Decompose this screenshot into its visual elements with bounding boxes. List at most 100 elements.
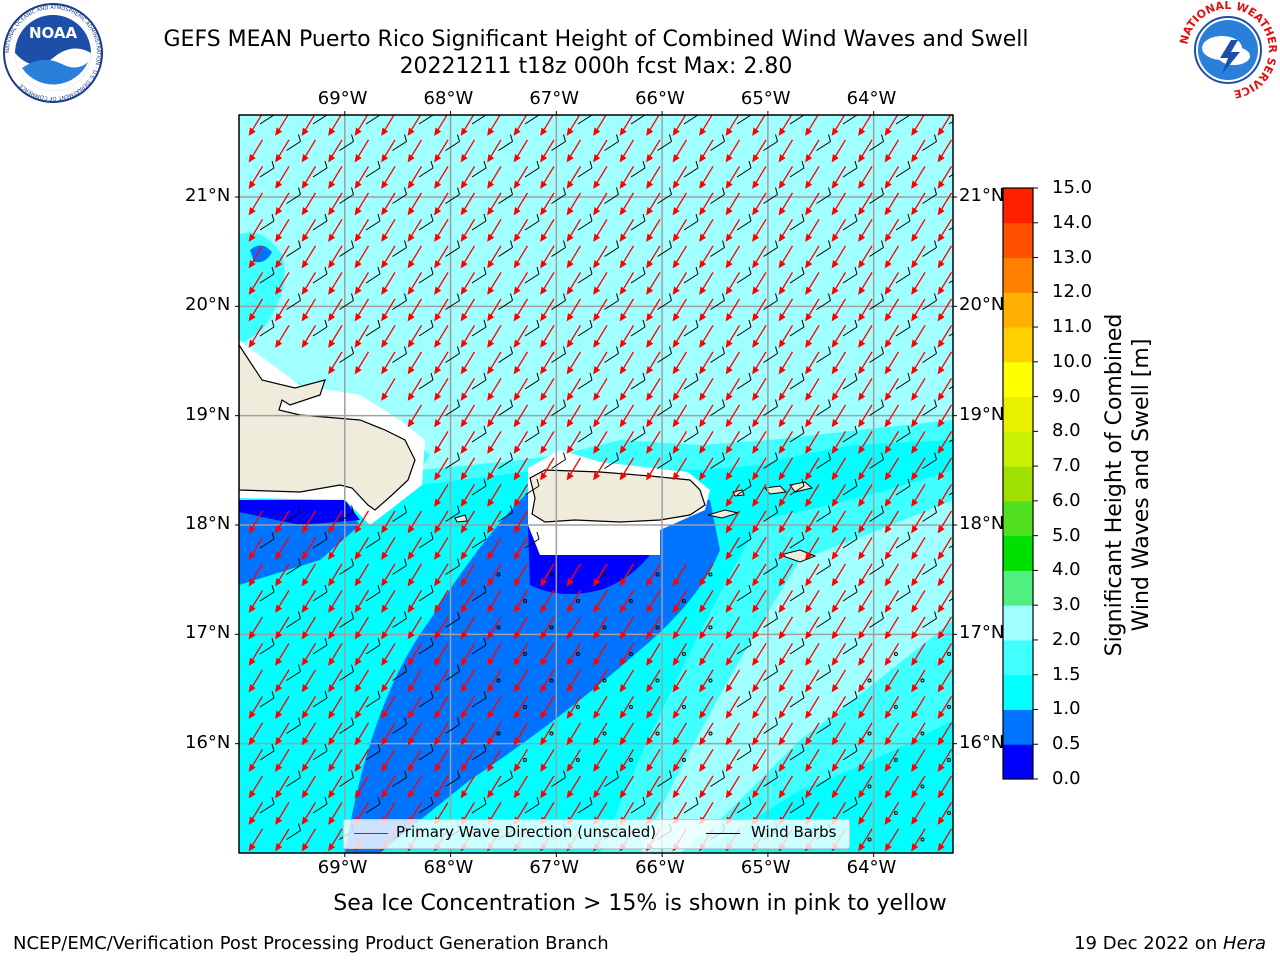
wave-direction-arrowhead: [275, 842, 283, 852]
wave-direction-arrowhead: [407, 339, 415, 348]
wave-direction-arrowhead: [354, 657, 362, 666]
wave-direction-arrowhead: [805, 312, 813, 322]
wave-direction-arrowhead: [301, 339, 309, 348]
wind-barb: [816, 399, 831, 416]
wave-direction-arrowhead: [805, 206, 813, 216]
wind-barb: [577, 266, 593, 284]
wave-direction-arrowhead: [752, 604, 760, 613]
wind-barb: [920, 784, 925, 789]
wind-barb: [630, 796, 646, 814]
wave-direction-arrowhead: [593, 604, 601, 613]
wave-direction-arrowhead: [460, 153, 468, 163]
wave-direction-arrowhead: [831, 789, 839, 799]
wave-direction-arrowhead: [805, 471, 813, 481]
colorbar-segment: [1003, 605, 1033, 641]
wave-direction-arrowhead: [752, 683, 760, 693]
wind-barb: [259, 584, 275, 602]
wind-barb: [763, 611, 778, 628]
wave-direction-arrowhead: [487, 630, 495, 640]
wave-direction-arrowhead: [566, 577, 574, 587]
wind-barb: [339, 240, 354, 257]
wave-direction-arrowhead: [831, 577, 839, 587]
wave-direction-arrowhead: [858, 630, 866, 640]
wave-direction-arrowhead: [513, 551, 521, 560]
wave-direction-arrowhead: [566, 710, 574, 719]
wave-direction-arrowhead: [646, 577, 654, 587]
wind-barb: [549, 678, 554, 683]
wave-direction-arrowhead: [301, 551, 309, 560]
wind-barb: [392, 611, 407, 628]
wind-barb: [763, 452, 778, 469]
wave-direction-arrowhead: [487, 604, 495, 613]
wind-barb: [551, 134, 566, 151]
wave-direction-arrowhead: [937, 577, 945, 587]
wave-direction-arrowhead: [275, 286, 283, 295]
wind-barb: [445, 399, 460, 416]
wind-barb: [604, 240, 619, 257]
wave-direction-arrowhead: [540, 127, 548, 136]
lon-tick-label: 67°W: [529, 857, 580, 878]
wave-direction-arrowhead: [699, 471, 707, 481]
wave-direction-arrowhead: [460, 286, 468, 295]
wave-direction-arrowhead: [672, 127, 680, 136]
wind-barb: [842, 160, 858, 178]
wave-direction-arrowhead: [672, 286, 680, 295]
wave-direction-arrowhead: [275, 630, 283, 640]
wind-barb: [549, 572, 554, 577]
wave-direction-arrowhead: [911, 153, 919, 163]
wave-direction-arrowhead: [858, 286, 866, 295]
wind-barb: [551, 187, 566, 204]
wave-direction-arrowhead: [937, 286, 945, 295]
wave-direction-arrowhead: [354, 153, 362, 163]
wind-barb: [842, 425, 858, 443]
host-name: Hera: [1222, 933, 1266, 954]
colorbar: [1002, 187, 1038, 780]
wave-direction-arrowhead: [301, 604, 309, 613]
wave-direction-arrowhead: [540, 206, 548, 216]
wind-barb: [602, 678, 607, 683]
colorbar-tick-label: 2.0: [1052, 628, 1081, 650]
wave-direction-arrowhead: [725, 259, 733, 269]
wind-barb: [496, 731, 501, 736]
wave-direction-arrowhead: [884, 842, 892, 852]
wave-direction-arrowhead: [937, 657, 945, 666]
wave-direction-arrowhead: [434, 127, 442, 136]
wave-direction-arrowhead: [619, 206, 627, 216]
wave-direction-arrowhead: [275, 524, 283, 534]
wind-barb: [445, 717, 460, 734]
wave-direction-arrowhead: [540, 577, 548, 587]
wave-direction-arrowhead: [540, 392, 548, 401]
wave-direction-arrowhead: [381, 365, 389, 375]
wave-direction-arrowhead: [752, 498, 760, 507]
wave-direction-arrowhead: [487, 180, 495, 189]
wave-direction-arrowhead: [937, 127, 945, 136]
wind-barb: [339, 505, 354, 522]
wave-direction-arrowhead: [434, 180, 442, 189]
wind-barb: [816, 717, 831, 734]
wind-barb: [763, 717, 778, 734]
wave-direction-arrowhead: [805, 180, 813, 189]
wind-barb: [736, 213, 752, 231]
wave-direction-arrowhead: [540, 365, 548, 375]
wind-barb: [736, 796, 752, 814]
wave-direction-arrowhead: [884, 233, 892, 242]
wind-barb: [498, 240, 513, 257]
wave-direction-arrowhead: [831, 604, 839, 613]
wind-barb: [496, 625, 501, 630]
wind-barb: [418, 266, 434, 284]
wind-barb: [498, 346, 513, 363]
wind-barb: [524, 531, 540, 549]
wave-direction-arrowhead: [328, 312, 336, 322]
wind-barb: [365, 584, 381, 602]
wind-barb: [789, 160, 805, 178]
wind-barb: [736, 743, 752, 761]
wave-direction-arrowhead: [725, 206, 733, 216]
wave-direction-arrowhead: [858, 577, 866, 587]
wave-direction-arrowhead: [540, 286, 548, 295]
wave-direction-arrowhead: [593, 392, 601, 401]
wind-barb: [471, 372, 487, 390]
wave-direction-arrowhead: [354, 259, 362, 269]
wave-direction-arrowhead: [619, 339, 627, 348]
wave-direction-arrowhead: [911, 604, 919, 613]
